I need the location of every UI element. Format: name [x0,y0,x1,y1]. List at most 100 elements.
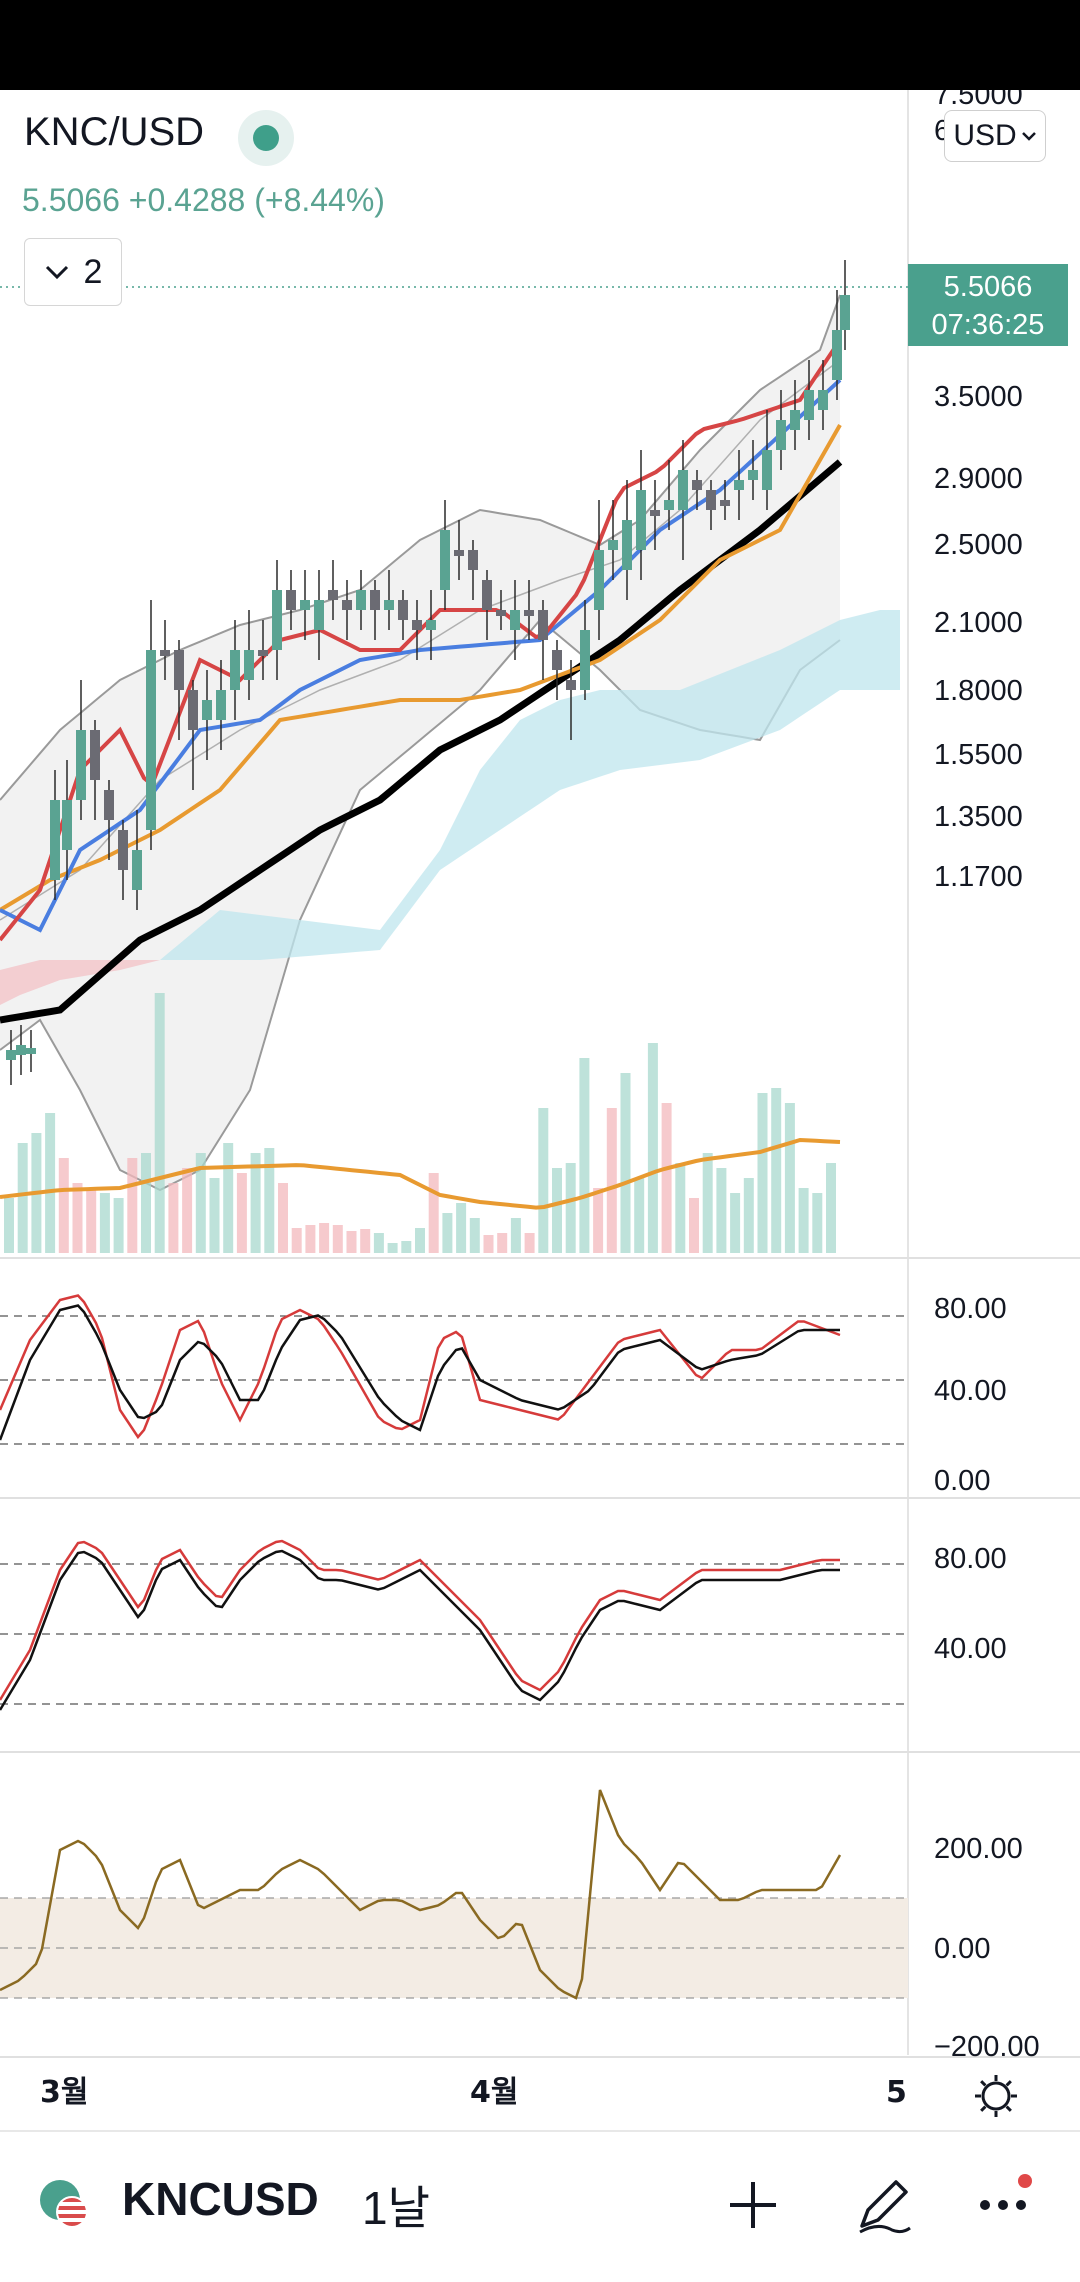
price-axis-label: 1.5500 [934,739,1023,771]
candle-body [636,490,646,550]
candle-body [16,1045,26,1055]
gear-tooth [980,2105,987,2112]
candle-body [26,1048,36,1054]
candlesticks [6,260,850,1085]
draw-pen-icon[interactable] [848,2170,918,2240]
candle-body [510,610,520,630]
chart-area[interactable]: 7.50006.50004.50003.50002.90002.50002.10… [0,90,1080,2130]
candle-body [6,1050,16,1060]
candle-body [244,650,254,680]
symbol-button[interactable]: KNCUSD [122,2173,319,2225]
stoch-k-line [0,1294,841,1440]
volume-bar [373,1233,384,1253]
currency-select[interactable]: USD [944,110,1046,162]
candle-body [300,600,310,610]
candle-body [482,580,492,610]
price-axis-label: 2.5000 [934,529,1023,561]
price-axis-label: 1.3500 [934,801,1023,833]
candle-body [790,410,800,430]
volume-bar [291,1228,302,1253]
candle-body [804,390,814,420]
candle-body [748,470,758,480]
add-plus-icon[interactable] [718,2170,788,2240]
rsi-signal-line [0,1549,840,1711]
candle-body [678,470,688,510]
stoch-axis-label: 40.00 [934,1375,1007,1407]
volume-bar [415,1228,425,1253]
volume-bar [346,1231,357,1253]
price-axis-label: 2.1000 [934,607,1023,639]
indicators-toggle-button[interactable]: 2 [24,238,122,306]
volume-bar [552,1168,562,1253]
volume-bar [45,1113,56,1253]
cci-axis-label: 0.00 [934,1933,990,1965]
volume-bar [606,1108,617,1253]
price-axis-label: 1.1700 [934,861,1023,893]
volume-bar [141,1153,151,1253]
volume-bar [223,1143,234,1253]
time-axis-label: 5 [886,2075,907,2110]
usd-flag-icon [56,2196,88,2228]
volume-bar [524,1233,535,1253]
volume-bar [497,1233,508,1253]
candle-body [90,730,100,780]
volume-bar [456,1203,467,1253]
volume-bar [86,1188,97,1253]
volume-bar [4,1198,14,1253]
candle-body [692,480,702,490]
candle-body [188,690,198,730]
volume-bar [182,1168,193,1253]
volume-bar [58,1158,69,1253]
candle-body [384,600,394,610]
candle-body [650,510,660,516]
cci-axis-label: 200.00 [934,1833,1023,1865]
candle-body [132,850,142,890]
stoch-axis-label: 0.00 [934,1465,990,1497]
settings-gear-icon[interactable] [975,2075,1017,2117]
candle-body [118,830,128,870]
candle-body [160,650,170,656]
candle-body [538,610,548,640]
volume-bar [798,1188,809,1253]
volume-bars [4,993,836,1253]
volume-bar [593,1188,604,1253]
candle-body [720,500,730,506]
bollinger-upper [0,294,841,801]
candle-body [258,650,268,656]
candle-body [146,650,156,830]
currency-label: USD [953,119,1017,152]
volume-bar [579,1058,590,1253]
volume-bar [730,1193,741,1253]
volume-bar [442,1213,453,1253]
more-dots-icon[interactable] [970,2170,1040,2240]
candle-body [580,630,590,690]
volume-bar [360,1229,371,1253]
gear-ring [981,2081,1011,2111]
stoch-axis-label: 80.00 [934,1293,1007,1325]
candle-body [734,480,744,490]
time-axis-label: 4월 [470,2075,518,2110]
candle-body [342,600,352,610]
volume-bar [702,1153,713,1253]
volume-bar [510,1218,521,1253]
candle-body [832,330,842,380]
candle-body [370,590,380,610]
symbol-title[interactable]: KNC/USD [24,110,205,154]
volume-bar [17,1143,28,1253]
volume-bar [469,1218,480,1253]
candle-body [706,490,716,510]
chart-canvas[interactable]: 7.50006.50004.50003.50002.90002.50002.10… [0,90,1080,2130]
candle-body [398,600,408,620]
interval-button[interactable]: 1날 [362,2182,430,2234]
bollinger-band-fill [0,295,840,1190]
volume-bar [236,1173,247,1253]
time-axis-label: 3월 [40,2075,88,2110]
candle-body [454,550,464,556]
cci-axis-label: −200.00 [934,2031,1040,2063]
volume-bar [168,1183,179,1253]
volume-bar [826,1163,836,1253]
volume-bar [428,1173,439,1253]
price-axis-label: 3.5000 [934,381,1023,413]
volume-bar [675,1163,686,1253]
volume-ma-line [0,1137,841,1210]
